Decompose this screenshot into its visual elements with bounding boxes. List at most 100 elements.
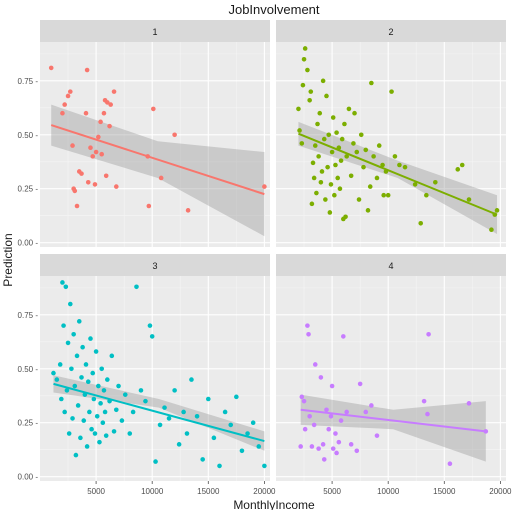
data-point bbox=[194, 413, 200, 419]
data-point bbox=[84, 67, 90, 73]
y-tick-label: 0.50 - bbox=[18, 131, 39, 140]
data-point bbox=[92, 182, 98, 187]
data-point bbox=[397, 162, 402, 168]
data-point bbox=[71, 331, 76, 337]
data-point bbox=[245, 431, 250, 436]
data-point bbox=[348, 442, 354, 447]
data-point bbox=[51, 370, 56, 376]
data-point bbox=[62, 409, 67, 415]
data-point bbox=[337, 186, 343, 192]
data-point bbox=[85, 179, 91, 185]
data-point bbox=[333, 431, 338, 436]
x-tick-label: 20000 bbox=[489, 487, 512, 496]
data-point bbox=[317, 110, 323, 116]
panel-strip bbox=[40, 254, 270, 276]
data-point bbox=[307, 413, 312, 419]
data-point bbox=[424, 192, 429, 198]
data-point bbox=[385, 192, 391, 198]
panel-strip-label: 2 bbox=[388, 27, 393, 37]
data-point bbox=[339, 136, 345, 142]
data-point bbox=[63, 284, 69, 290]
data-point bbox=[143, 398, 148, 404]
data-point bbox=[88, 336, 93, 341]
data-point bbox=[302, 46, 308, 51]
data-point bbox=[59, 396, 64, 402]
data-point bbox=[157, 422, 163, 428]
y-tick-label: 0.25 - bbox=[18, 185, 39, 194]
data-point bbox=[76, 319, 82, 324]
data-point bbox=[367, 184, 373, 189]
panel-3: 3 0.00 - 0.25 - 0.50 - 0.75 - 5000 10000 15000 2… bbox=[18, 254, 276, 496]
data-point bbox=[325, 164, 330, 170]
data-point bbox=[333, 162, 338, 168]
data-point bbox=[299, 141, 305, 146]
data-point bbox=[346, 106, 352, 112]
data-point bbox=[250, 420, 256, 426]
regression-line bbox=[298, 132, 498, 216]
data-point bbox=[309, 201, 315, 207]
data-point bbox=[319, 169, 325, 174]
data-point bbox=[80, 344, 85, 350]
data-point bbox=[127, 431, 133, 436]
data-point bbox=[256, 444, 262, 449]
data-point bbox=[48, 65, 54, 71]
data-point bbox=[343, 214, 348, 220]
data-point bbox=[301, 56, 307, 62]
data-point bbox=[96, 383, 101, 389]
data-point bbox=[138, 388, 144, 393]
x-tick-label: 10000 bbox=[377, 487, 400, 496]
data-point bbox=[310, 160, 316, 166]
y-tick-label: 0.25 - bbox=[18, 419, 39, 428]
regression-line bbox=[300, 408, 486, 433]
faceted-scatter-chart: JobInvolvement MonthlyIncome Prediction … bbox=[1, 2, 512, 512]
data-point bbox=[329, 383, 335, 389]
data-point bbox=[466, 197, 472, 202]
data-point bbox=[81, 418, 87, 423]
data-point bbox=[101, 388, 107, 393]
data-point bbox=[425, 411, 430, 417]
data-point bbox=[466, 401, 472, 406]
data-point bbox=[371, 154, 376, 159]
y-tick-label: 0.75 - bbox=[18, 311, 39, 320]
data-point bbox=[307, 97, 312, 103]
data-point bbox=[320, 78, 326, 84]
data-point bbox=[299, 394, 305, 400]
panel-strip bbox=[276, 254, 506, 276]
data-point bbox=[433, 179, 438, 185]
data-point bbox=[374, 433, 380, 438]
data-point bbox=[130, 409, 136, 415]
data-point bbox=[311, 422, 317, 428]
data-point bbox=[60, 110, 65, 116]
data-point bbox=[318, 375, 324, 380]
data-point bbox=[369, 403, 374, 408]
data-point bbox=[298, 444, 303, 449]
data-point bbox=[107, 123, 112, 129]
x-tick-label: 5000 bbox=[87, 487, 105, 496]
data-point bbox=[97, 439, 102, 445]
panel-strip bbox=[276, 20, 506, 42]
y-tick-label: 0.75 - bbox=[18, 77, 39, 86]
data-point bbox=[262, 184, 267, 189]
data-point bbox=[329, 149, 335, 155]
data-point bbox=[418, 220, 424, 226]
data-point bbox=[342, 121, 347, 127]
data-point bbox=[217, 463, 222, 469]
data-point bbox=[91, 396, 97, 402]
panel-strip-label: 1 bbox=[152, 27, 157, 37]
panel-strip-label: 3 bbox=[152, 261, 157, 271]
data-point bbox=[296, 106, 301, 112]
data-point bbox=[489, 227, 494, 233]
panel-background bbox=[276, 276, 506, 481]
data-point bbox=[348, 173, 354, 179]
confidence-band bbox=[53, 375, 265, 451]
data-point bbox=[103, 433, 109, 438]
y-tick-label: 0.00 - bbox=[18, 473, 39, 482]
data-point bbox=[119, 418, 125, 423]
data-point bbox=[356, 197, 362, 202]
data-point bbox=[262, 463, 267, 469]
data-point bbox=[344, 409, 349, 415]
x-tick-label: 10000 bbox=[141, 487, 164, 496]
data-point bbox=[57, 362, 63, 367]
data-point bbox=[361, 164, 366, 170]
regression-line bbox=[50, 124, 265, 196]
